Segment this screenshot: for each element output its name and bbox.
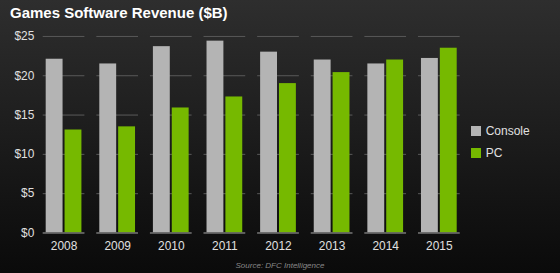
svg-text:2014: 2014 — [372, 239, 399, 253]
html-text:Source: DFC Intelligence: Source: DFC Intelligence — [235, 261, 325, 270]
svg-text:$20: $20 — [14, 69, 34, 83]
svg-text:$10: $10 — [14, 147, 34, 161]
svg-text:$0: $0 — [21, 226, 35, 240]
svg-text:$5: $5 — [21, 186, 35, 200]
html-text:Games Software Revenue ($B): Games Software Revenue ($B) — [10, 4, 228, 21]
svg-text:2015: 2015 — [426, 239, 453, 253]
svg-text:2013: 2013 — [319, 239, 346, 253]
svg-text:2011: 2011 — [212, 239, 238, 253]
svg-text:2012: 2012 — [265, 239, 292, 253]
html-text:PC: PC — [485, 146, 503, 160]
svg-text:$25: $25 — [14, 29, 34, 43]
html-text:Console: Console — [485, 124, 530, 138]
svg-text:2010: 2010 — [158, 239, 185, 253]
svg-text:2009: 2009 — [104, 239, 131, 253]
svg-text:$15: $15 — [14, 108, 34, 122]
svg-text:2008: 2008 — [51, 239, 78, 253]
